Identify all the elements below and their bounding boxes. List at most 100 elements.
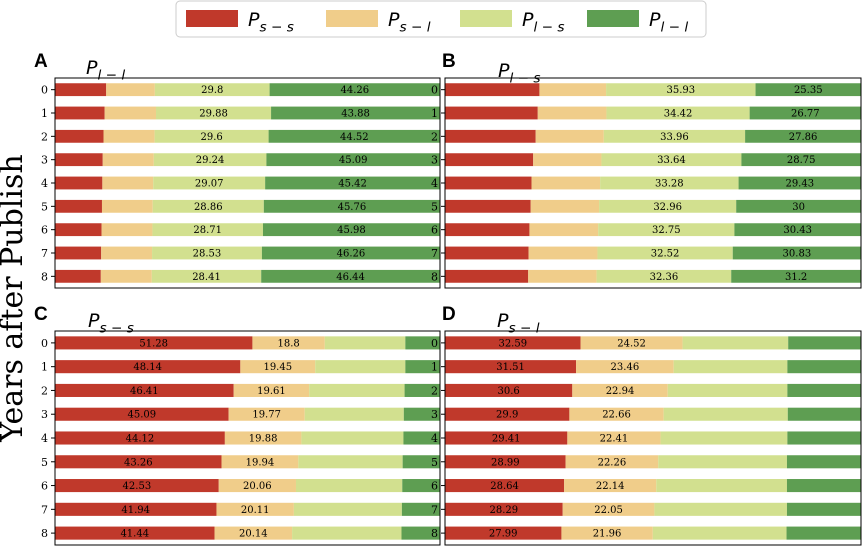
bar-label-Pls-7: 32.52 xyxy=(651,249,680,260)
legend-label-Pll: Pl − l xyxy=(649,9,688,36)
y-tick-label: 8 xyxy=(41,270,48,283)
bar-Pss-3 xyxy=(55,407,229,421)
bar-Psl-0 xyxy=(252,336,325,350)
bar-Psl-8 xyxy=(214,526,293,540)
bar-Pss-0 xyxy=(445,83,540,97)
bar-Psl-4 xyxy=(567,431,661,445)
bar-Pss-0 xyxy=(55,336,253,350)
bar-Pls-0 xyxy=(154,83,270,97)
bar-label-Pss-7: 41.94 xyxy=(121,505,150,516)
bar-label-Psl-3: 19.77 xyxy=(252,410,281,421)
bar-Pls-2 xyxy=(603,129,746,143)
bar-Pss-4 xyxy=(445,176,532,190)
bar-label-Pls-5: 28.86 xyxy=(194,202,223,213)
bar-Pls-8 xyxy=(151,269,262,283)
bar-label-Psl-6: 20.06 xyxy=(243,481,272,492)
y-tick-label: 5 xyxy=(431,200,438,213)
y-tick-label: 6 xyxy=(431,480,438,493)
panel-letter: C xyxy=(34,304,48,325)
bar-Pll-0 xyxy=(405,336,440,350)
legend-frame xyxy=(175,0,707,38)
bar-label-Pls-4: 33.28 xyxy=(655,179,684,190)
bar-label-Pls-0: 29.8 xyxy=(201,85,223,96)
bar-Psl-4 xyxy=(102,176,154,190)
bar-Psl-6 xyxy=(529,223,599,237)
bar-Pss-8 xyxy=(445,269,529,283)
bar-Pll-1 xyxy=(787,360,861,374)
bar-Pss-8 xyxy=(55,269,101,283)
y-tick-label: 3 xyxy=(431,154,438,167)
y-axis-label: Years after Publish xyxy=(0,154,30,442)
bar-label-Pll-3: 45.09 xyxy=(339,155,368,166)
bar-Psl-1 xyxy=(537,106,607,120)
y-tick-label: 6 xyxy=(431,224,438,237)
bar-Pss-0 xyxy=(445,336,581,350)
y-tick-label: 8 xyxy=(431,527,438,540)
bar-label-Pss-2: 30.6 xyxy=(498,386,520,397)
bar-Pss-2 xyxy=(445,129,536,143)
bar-Pss-5 xyxy=(445,455,566,469)
plot-frame xyxy=(444,330,862,546)
y-tick-label: 3 xyxy=(431,408,438,421)
y-tick-label: 3 xyxy=(41,154,48,167)
bar-Pss-7 xyxy=(55,246,102,260)
bar-Pls-1 xyxy=(606,106,750,120)
bar-Pss-7 xyxy=(445,246,529,260)
bar-Pls-3 xyxy=(663,407,788,421)
bar-Pls-6 xyxy=(152,223,263,237)
y-tick-label: 6 xyxy=(41,224,48,237)
bar-Psl-2 xyxy=(572,383,668,397)
bar-label-Psl-1: 19.45 xyxy=(263,362,292,373)
bar-Psl-1 xyxy=(104,106,157,120)
bar-Pls-8 xyxy=(596,269,732,283)
bar-label-Psl-3: 22.66 xyxy=(602,410,631,421)
legend-label-Psl: Ps − l xyxy=(388,9,431,36)
bar-Psl-4 xyxy=(531,176,601,190)
bar-label-Pll-6: 45.98 xyxy=(337,225,366,236)
bar-Psl-8 xyxy=(100,269,152,283)
bar-Pss-1 xyxy=(445,360,577,374)
bar-label-Pls-7: 28.53 xyxy=(193,249,222,260)
bar-Pss-1 xyxy=(55,106,105,120)
y-tick-label: 2 xyxy=(431,130,438,143)
bar-Pll-6 xyxy=(262,223,440,237)
bar-Psl-5 xyxy=(101,199,153,213)
bar-label-Pll-2: 27.86 xyxy=(789,132,818,143)
bar-label-Pls-3: 29.24 xyxy=(196,155,225,166)
y-tick-label: 0 xyxy=(41,84,48,97)
bar-label-Pls-8: 32.36 xyxy=(650,272,679,283)
bar-label-Pll-4: 45.42 xyxy=(338,179,367,190)
bar-label-Pss-5: 43.26 xyxy=(124,457,153,468)
bar-label-Pss-8: 27.99 xyxy=(489,529,518,540)
legend-label-Pls: Pl − s xyxy=(522,9,565,36)
bar-Pll-1 xyxy=(405,360,440,374)
bar-Psl-2 xyxy=(535,129,604,143)
bar-Psl-3 xyxy=(228,407,305,421)
bar-Pll-8 xyxy=(786,526,861,540)
bar-Pls-3 xyxy=(153,153,267,167)
legend: Ps − s Ps − l Pl − s Pl − l xyxy=(175,0,707,38)
panel-title: Pl − s xyxy=(498,60,541,87)
bar-Pls-2 xyxy=(309,383,405,397)
bar-Psl-7 xyxy=(528,246,598,260)
bar-Pss-3 xyxy=(55,153,103,167)
bar-Pll-6 xyxy=(734,223,861,237)
bar-label-Pls-8: 28.41 xyxy=(192,272,221,283)
bar-label-Pll-1: 43.88 xyxy=(341,109,370,120)
bar-label-Pll-7: 46.26 xyxy=(337,249,366,260)
bar-label-Pss-0: 32.59 xyxy=(498,338,527,349)
bar-Pls-1 xyxy=(156,106,272,120)
bar-Psl-6 xyxy=(101,223,153,237)
bar-Pll-2 xyxy=(404,383,440,397)
y-tick-label: 0 xyxy=(41,337,48,350)
bar-Pll-1 xyxy=(749,106,861,120)
bar-Pss-4 xyxy=(445,431,568,445)
y-tick-label: 4 xyxy=(431,432,438,445)
y-tick-label: 4 xyxy=(41,432,48,445)
y-tick-label: 3 xyxy=(41,408,48,421)
bar-Pss-2 xyxy=(55,129,104,143)
bar-label-Pll-0: 44.26 xyxy=(340,85,369,96)
bar-label-Pss-0: 51.28 xyxy=(139,338,168,349)
y-tick-label: 2 xyxy=(41,384,48,397)
